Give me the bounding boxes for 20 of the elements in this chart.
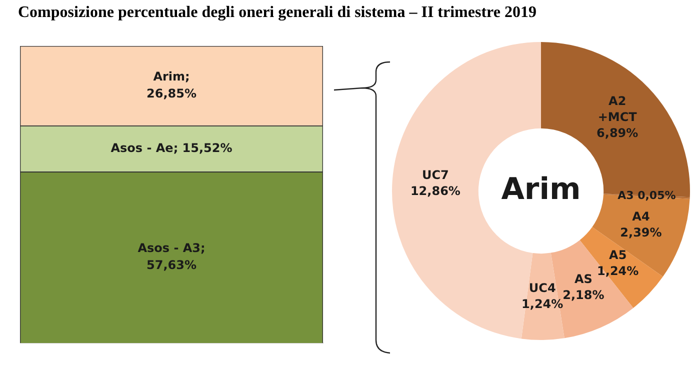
data-label: 12,86%	[410, 184, 460, 198]
slice-label: A3 0,05%	[618, 188, 676, 202]
slice-label: UC4	[528, 280, 556, 295]
slice-label: A5	[609, 248, 627, 262]
data-label: 1,24%	[522, 296, 564, 311]
slice-label: AS	[574, 272, 592, 286]
slice-label: UC7	[422, 168, 449, 182]
data-label: 1,24%	[597, 264, 639, 278]
data-label: 26,85%	[146, 86, 196, 100]
text: Asos - Ae; 15,52%	[110, 140, 232, 155]
data-label: 57,63%	[146, 258, 196, 272]
text: Arim	[501, 172, 581, 207]
data-label: 2,39%	[620, 226, 662, 240]
series-label: Asos - A3;	[138, 241, 206, 256]
data-label: 6,89%	[596, 126, 638, 140]
chart-title: Composizione percentuale degli oneri generali di sistema – II trimestre 2019	[18, 4, 536, 22]
slice-label: A2 +MCT	[598, 94, 638, 124]
series-label: Arim;	[153, 69, 190, 84]
data-label: 2,18%	[562, 288, 604, 302]
slice-label: A4	[632, 210, 650, 224]
